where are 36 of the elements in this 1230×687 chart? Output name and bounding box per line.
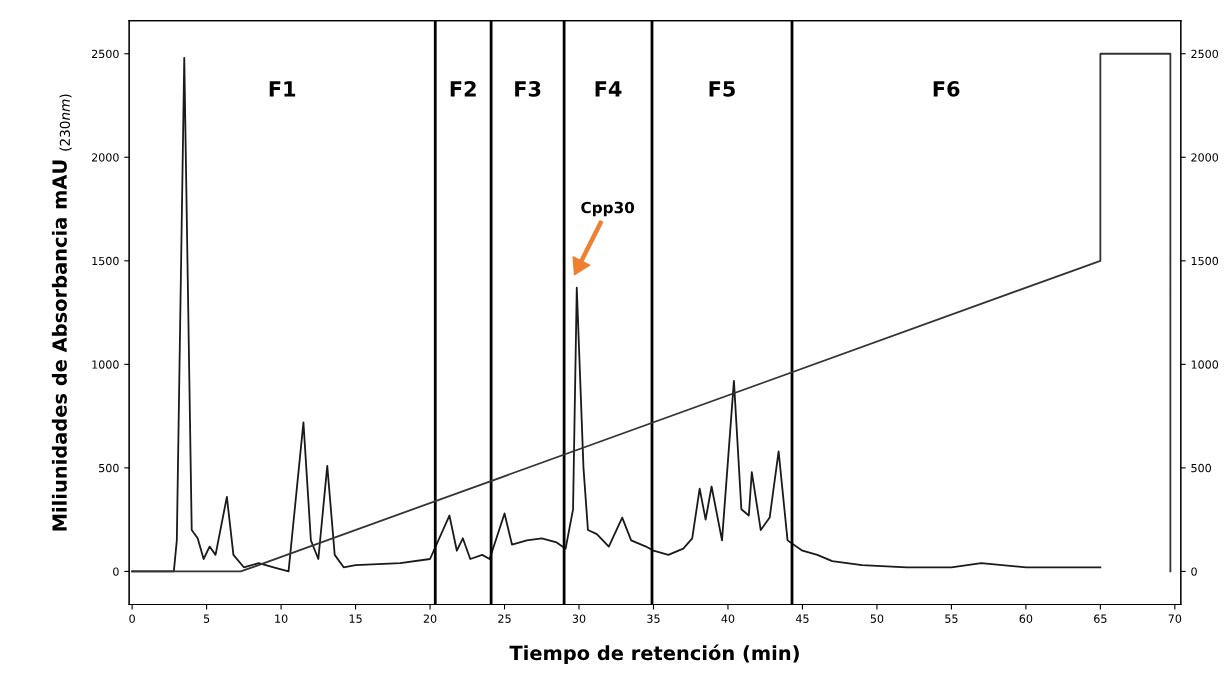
x-tick-label: 65 [1094,614,1107,623]
y-tick-label: 2000 [91,153,119,162]
x-tick-label: 10 [275,614,288,623]
y-axis-title: Miliunidades de Absorbancia mAU $_{(230nm)}$ [51,94,72,531]
y-tick-label: 1500 [92,256,119,266]
annotation: F1 [269,81,296,97]
x-tick-label: 45 [795,614,809,623]
y2-tick-label: 0 [1191,567,1197,576]
y2-tick-label: 1000 [1191,360,1219,369]
y2-tick-label: 500 [1191,463,1211,473]
x-tick-label: 25 [498,614,511,623]
annotation: F4 [595,81,622,97]
annotation: F2 [450,80,476,97]
annotation: F5 [709,81,735,97]
y2-tick-label: 2500 [1191,49,1219,59]
x-tick-label: 0 [129,614,135,623]
y-tick-label: 1000 [92,360,119,369]
x-tick-label: 70 [1168,614,1182,623]
y-tick-label: 0 [113,567,119,576]
x-tick-label: 50 [870,614,884,623]
x-tick-label: 60 [1019,614,1033,623]
x-tick-label: 5 [203,614,210,623]
x-tick-label: 40 [721,614,735,623]
y2-tick-label: 2000 [1191,153,1219,162]
x-axis-title: Tiempo de retención (min) [509,644,799,665]
x-tick-label: 20 [423,614,437,623]
x-tick-label: 15 [349,614,362,623]
y-tick-label: 2500 [91,49,119,59]
x-tick-label: 30 [572,614,586,623]
annotation: Cpp30 [581,201,635,217]
annotation: F3 [515,80,541,97]
x-tick-label: 35 [647,614,660,623]
annotation: F6 [933,80,960,97]
y-tick-label: 500 [99,463,119,473]
x-tick-label: 55 [945,614,958,623]
y2-tick-label: 1500 [1191,256,1219,266]
